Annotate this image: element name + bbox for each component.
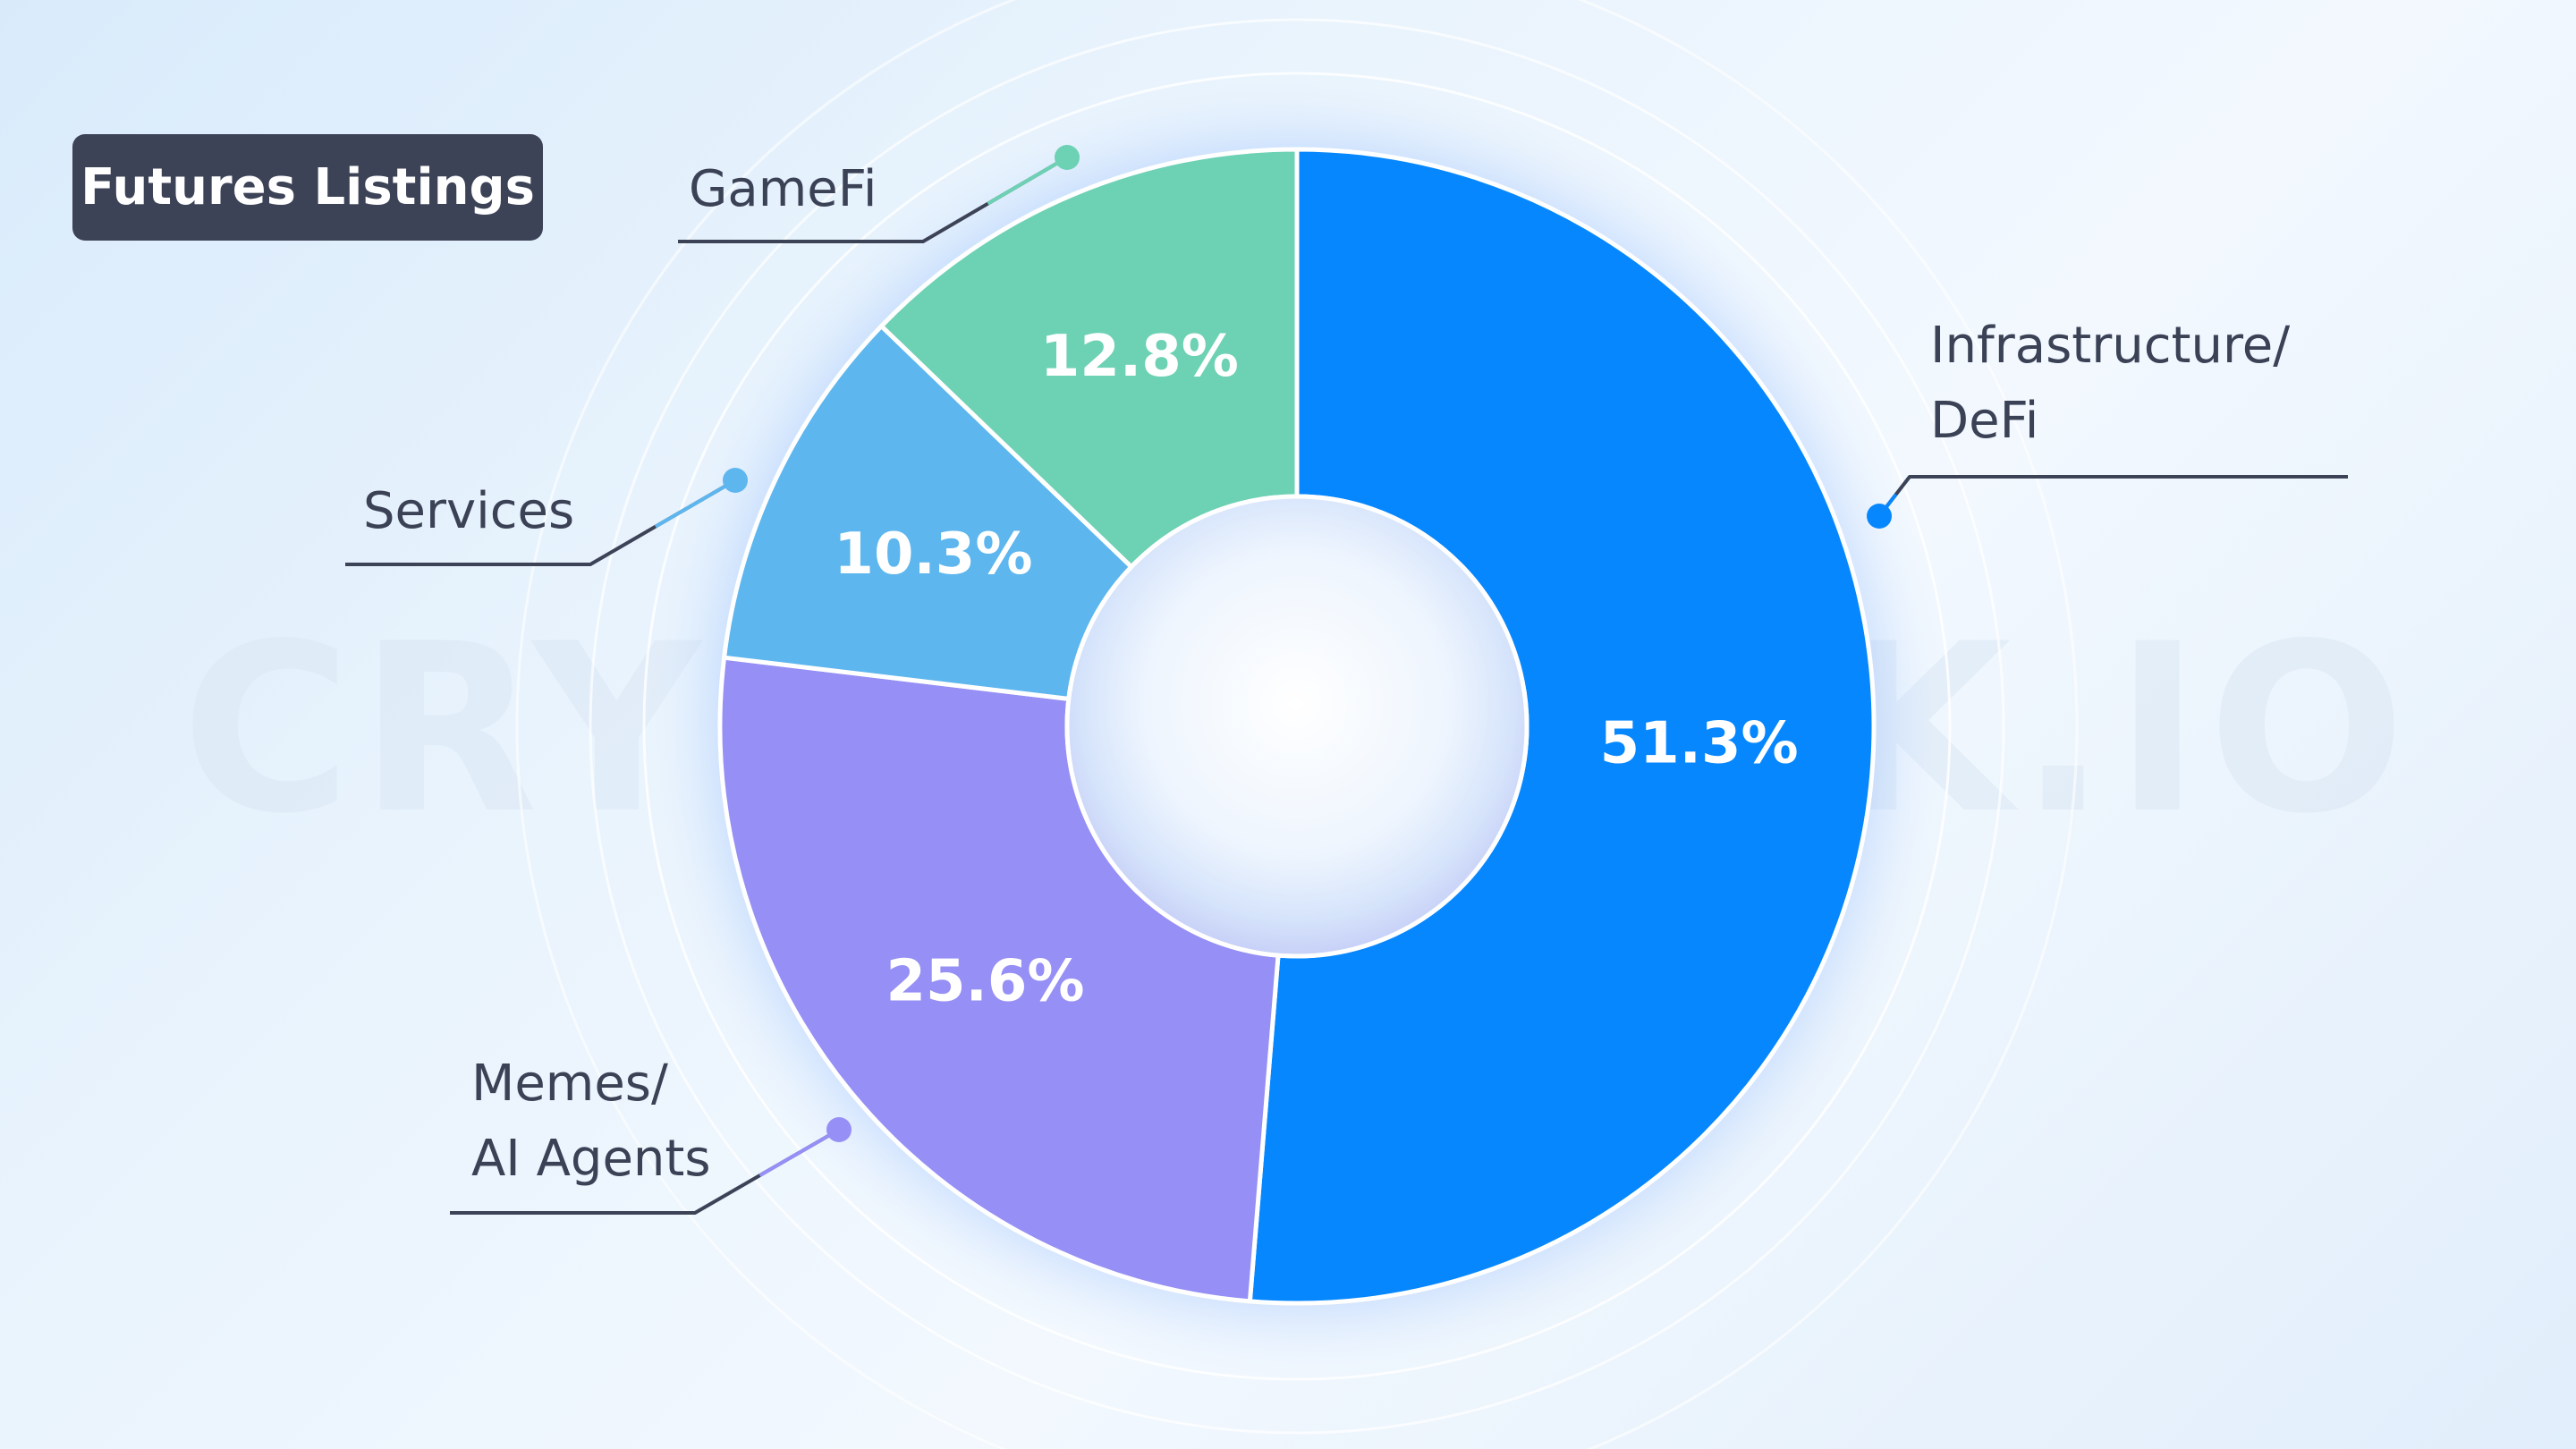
callout-label-memes-ai-agents: Memes/ AI Agents xyxy=(471,1046,711,1197)
chart-title-badge: Futures Listings xyxy=(72,134,543,241)
callout-line-1: GameFi xyxy=(689,160,877,218)
ring-outer xyxy=(515,0,2079,1449)
leader-services xyxy=(345,468,748,566)
callout-line-1: Infrastructure/ xyxy=(1930,317,2291,375)
callout-leaders xyxy=(345,145,2348,1215)
leader-line xyxy=(1877,475,2348,518)
callout-label-services: Services xyxy=(363,474,574,549)
callout-line-1: Services xyxy=(363,482,575,540)
callout-line-2: DeFi xyxy=(1930,392,2039,450)
ring-middle xyxy=(589,18,2005,1435)
callout-line-2: AI Agents xyxy=(471,1130,711,1188)
leader-accent xyxy=(654,479,737,529)
leader-dot xyxy=(826,1117,852,1142)
leader-accent xyxy=(758,1128,841,1177)
leader-infrastructure-defi xyxy=(1867,475,2348,529)
leader-accent xyxy=(987,156,1069,206)
donut-hole xyxy=(1064,494,1530,959)
leader-dot xyxy=(723,468,748,493)
percent-label-memes-ai-agents: 25.6% xyxy=(886,949,1084,1015)
callout-label-infrastructure-defi: Infrastructure/ DeFi xyxy=(1930,309,2290,459)
leader-dot xyxy=(1867,504,1892,529)
percent-label-infrastructure-defi: 51.3% xyxy=(1600,710,1799,776)
percent-label-services: 10.3% xyxy=(834,521,1032,588)
callout-line-1: Memes/ xyxy=(471,1055,668,1113)
leader-gamefi xyxy=(678,145,1080,243)
leader-memes-ai-agents xyxy=(450,1117,852,1215)
chart-title: Futures Listings xyxy=(80,158,535,216)
percent-label-gamefi: 12.8% xyxy=(1040,324,1239,390)
callout-label-gamefi: GameFi xyxy=(689,152,877,227)
percent-labels: 51.3% 25.6% 10.3% 12.8% xyxy=(834,324,1798,1015)
leader-dot xyxy=(1055,145,1080,170)
